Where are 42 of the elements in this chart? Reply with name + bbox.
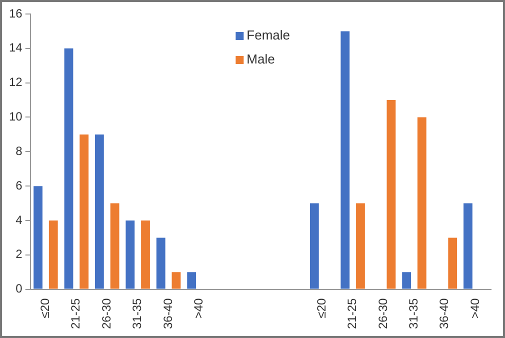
y-tick-label: 8 — [16, 144, 23, 158]
bar — [34, 186, 42, 289]
legend-label: Male — [246, 52, 275, 67]
x-tick-label: 36-40 — [437, 298, 452, 330]
bar — [141, 220, 150, 289]
y-tick-label: 6 — [16, 178, 23, 192]
x-tick-label: 31-35 — [130, 298, 144, 330]
bar — [356, 203, 365, 289]
y-tick-label: 0 — [16, 282, 23, 296]
y-tick-label: 16 — [8, 6, 23, 20]
x-tick-label: >40 — [192, 298, 206, 319]
bar — [464, 203, 472, 289]
bar — [172, 272, 181, 289]
x-tick-label: >40 — [468, 298, 482, 319]
y-tick-label: 10 — [8, 110, 23, 124]
bar — [386, 100, 396, 289]
bar — [340, 31, 350, 289]
y-tick-label: 14 — [8, 40, 23, 55]
bar — [187, 272, 196, 289]
x-tick-label: 36-40 — [160, 298, 175, 330]
x-tick-label: 21-25 — [68, 298, 83, 330]
y-tick-label: 12 — [8, 75, 23, 90]
x-tick-label: ≤20 — [38, 298, 52, 318]
y-tick-label: 4 — [16, 212, 23, 227]
bar — [80, 134, 89, 289]
bar — [64, 48, 74, 289]
bar — [126, 220, 135, 289]
bar — [110, 203, 120, 289]
x-tick-label: 31-35 — [406, 298, 421, 330]
bar — [448, 238, 458, 289]
x-tick-label: ≤20 — [314, 298, 328, 318]
bar — [417, 117, 426, 289]
bar — [94, 134, 104, 289]
y-tick-label: 2 — [16, 247, 23, 262]
x-tick-label: 21-25 — [345, 298, 360, 330]
bar — [48, 220, 58, 289]
x-tick-label: 26-30 — [99, 298, 114, 330]
bar — [156, 238, 166, 289]
bar — [402, 272, 411, 289]
bar — [310, 203, 319, 289]
legend-label: Female — [246, 28, 290, 43]
x-tick-label: 26-30 — [376, 298, 390, 330]
